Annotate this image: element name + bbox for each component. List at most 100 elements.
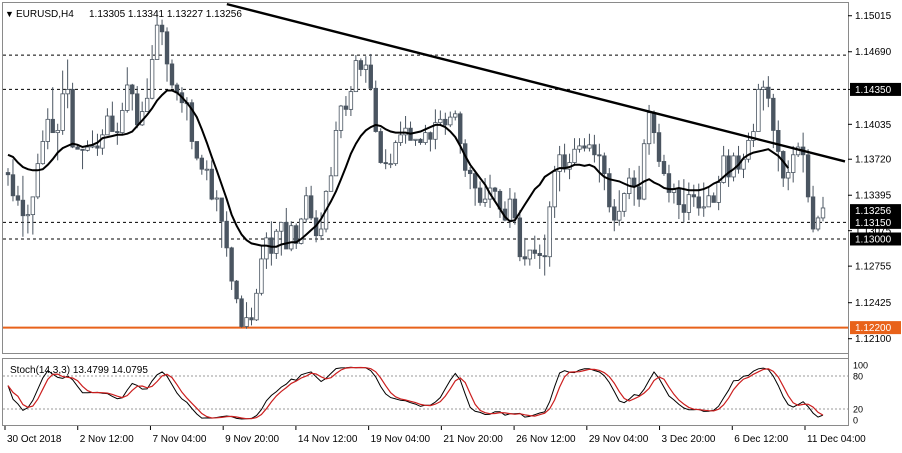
candle: [577, 138, 582, 153]
time-tick-label: 19 Nov 04:00: [371, 434, 431, 445]
candle: [622, 192, 627, 217]
candle: [368, 53, 373, 91]
time-tick-label: 30 Oct 2018: [7, 434, 62, 445]
candle-body-bear: [517, 217, 523, 258]
candle-body-bull: [448, 116, 453, 126]
candle-body-bear: [194, 141, 200, 159]
candle-body-bull: [701, 206, 706, 209]
candle-body-bear: [522, 256, 528, 260]
time-tick-label: 6 Dec 12:00: [734, 434, 788, 445]
candle-body-bull: [333, 130, 339, 177]
candle-body-bear: [691, 194, 696, 198]
candle: [169, 59, 175, 89]
candle: [477, 181, 483, 206]
candle: [433, 109, 438, 150]
price-tick-label: 1.13720: [855, 155, 892, 166]
price-tick-label: 1.15015: [855, 11, 892, 22]
candle-body-bull: [641, 143, 647, 200]
candle-body-bull: [299, 218, 304, 244]
candle: [60, 70, 65, 135]
candle-body-bear: [492, 187, 498, 192]
candle: [448, 111, 453, 128]
stoch-label: Stoch(14,3,3) 13.4799 14.0795: [10, 365, 148, 376]
candle: [398, 121, 403, 146]
descending-trendline[interactable]: [226, 2, 846, 163]
time-tick-label: 9 Nov 20:00: [225, 434, 279, 445]
candle-body-bull: [274, 230, 279, 254]
candle: [80, 148, 85, 170]
candle: [20, 175, 26, 237]
candle: [711, 192, 716, 203]
candle: [786, 160, 791, 191]
price-label-box: [850, 204, 901, 218]
candle-body-bull: [60, 93, 65, 131]
candle-body-bull: [120, 110, 125, 134]
candle: [5, 168, 11, 186]
candle-body-bull: [144, 97, 150, 112]
candle-body-bear: [229, 247, 234, 282]
candle-body-bull: [303, 195, 309, 220]
candle: [453, 110, 458, 121]
candle: [522, 237, 528, 266]
candle-body-bull: [547, 206, 552, 258]
candle: [328, 166, 334, 192]
candle: [40, 130, 45, 165]
candle-body-bear: [681, 204, 687, 213]
candle-body-bear: [358, 60, 364, 70]
candle-body-bull: [453, 113, 458, 118]
candle-body-bull: [279, 221, 284, 232]
candle-body-bear: [20, 199, 26, 217]
candle-body-bull: [482, 198, 488, 203]
price-tick-label: 1.13395: [855, 191, 892, 202]
candle-body-bull: [85, 146, 90, 151]
candle: [542, 234, 547, 276]
candle: [159, 19, 165, 46]
candle: [547, 201, 552, 267]
candle: [666, 164, 672, 203]
candle-body-bear: [666, 173, 672, 193]
price-tick-label: 1.12755: [855, 262, 892, 273]
candle-body-bull: [40, 141, 45, 165]
candle: [517, 210, 523, 262]
candle: [607, 168, 612, 213]
candle-body-bear: [10, 174, 16, 197]
stoch-main-line: [7, 366, 824, 420]
candle: [771, 93, 776, 149]
candle-body-bull: [45, 118, 50, 142]
candle-body-bull: [756, 89, 761, 132]
stoch-pane-frame: [2, 358, 849, 426]
candle-body-bear: [373, 87, 378, 132]
candle-body-bear: [70, 89, 75, 148]
candle: [353, 55, 359, 93]
candle: [790, 145, 796, 183]
candle: [597, 143, 602, 183]
candle: [125, 67, 130, 113]
candle-body-bull: [259, 258, 264, 294]
candle-body-bull: [90, 145, 95, 148]
candle-body-bear: [810, 196, 816, 230]
price-tick-label: 1.14035: [855, 120, 892, 131]
candle-body-bull: [686, 194, 692, 213]
candle: [393, 140, 398, 166]
candle: [348, 86, 354, 117]
candle-body-bear: [249, 317, 254, 321]
candle-body-bull: [761, 86, 766, 90]
candle: [303, 186, 309, 223]
candle-body-bull: [572, 148, 577, 163]
candle: [686, 182, 692, 221]
candle-body-bear: [378, 131, 383, 163]
candle-body-bull: [348, 91, 354, 110]
time-tick-label: 29 Nov 04:00: [589, 434, 649, 445]
candle-body-bull: [716, 182, 721, 203]
candle-body-bull: [25, 214, 31, 217]
candle: [120, 102, 125, 135]
candle: [810, 185, 816, 233]
candle-body-bull: [100, 134, 105, 149]
candle: [254, 288, 259, 321]
candle: [706, 186, 711, 208]
candle: [443, 112, 448, 135]
candle: [582, 138, 587, 152]
candle-body-bull: [790, 154, 796, 173]
